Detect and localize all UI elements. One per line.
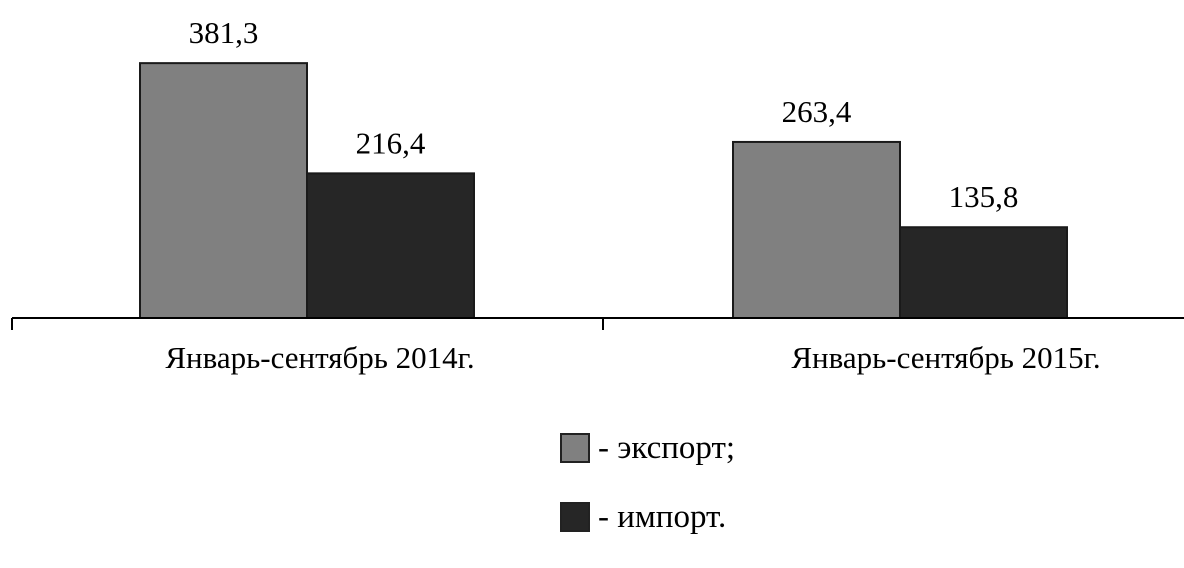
bars-group xyxy=(139,62,1068,319)
legend-label-export: - экспорт; xyxy=(598,429,736,466)
x-tick-label-2014: Январь-сентябрь 2014г. xyxy=(165,340,474,375)
legend: - экспорт; - импорт. xyxy=(560,430,735,568)
legend-swatch-export xyxy=(560,433,590,463)
bar-export-1 xyxy=(732,140,901,319)
data-label-import-1: 135,8 xyxy=(949,179,1019,214)
legend-label-import: - импорт. xyxy=(598,498,727,535)
bar-import-1 xyxy=(899,226,1068,319)
legend-item-export: - экспорт; xyxy=(560,430,735,466)
bar-import-0 xyxy=(306,172,475,319)
legend-swatch-import xyxy=(560,502,590,532)
bar-export-0 xyxy=(139,62,308,319)
bar-chart: 381,3 216,4 263,4 135,8 Январь-сентябрь 201… xyxy=(11,15,1184,375)
x-tick-label-2015: Январь-сентябрь 2015г. xyxy=(791,340,1100,375)
data-label-import-0: 216,4 xyxy=(356,125,426,160)
legend-item-import: - импорт. xyxy=(560,499,735,535)
data-label-export-0: 381,3 xyxy=(189,15,259,50)
data-labels-group: 381,3 216,4 263,4 135,8 xyxy=(189,15,1019,214)
data-label-export-1: 263,4 xyxy=(782,94,852,129)
